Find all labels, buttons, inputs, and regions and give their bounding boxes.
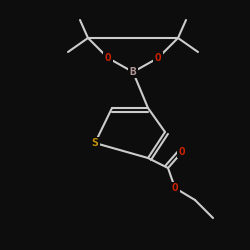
- Text: O: O: [154, 53, 162, 63]
- Text: O: O: [172, 183, 178, 193]
- Text: B: B: [130, 67, 136, 77]
- Text: O: O: [104, 53, 112, 63]
- Text: S: S: [92, 138, 98, 148]
- Text: O: O: [178, 147, 186, 157]
